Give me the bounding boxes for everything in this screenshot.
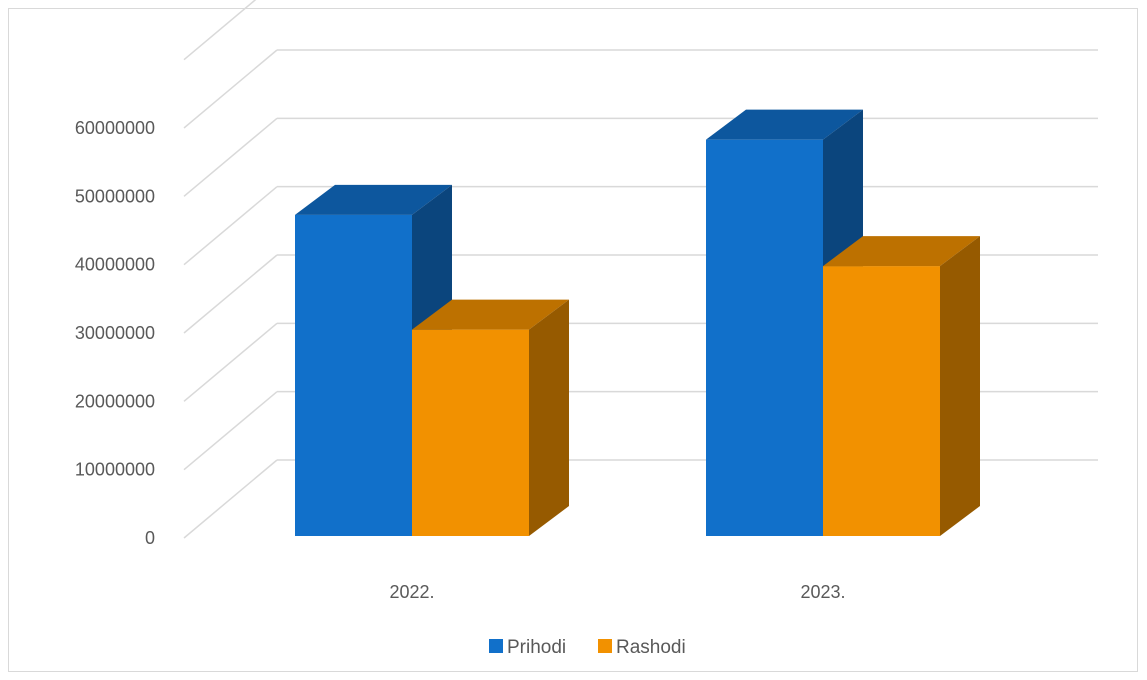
x-tick-label: 2022. (389, 582, 434, 602)
legend: Prihodi Rashodi (489, 637, 686, 658)
bar-prihodi-2023 (706, 139, 823, 536)
legend-label-prihodi: Prihodi (507, 637, 566, 658)
legend-swatch-rashodi (598, 639, 612, 653)
y-tick-label: 40000000 (75, 255, 155, 275)
y-tick-label: 60000000 (75, 118, 155, 138)
legend-label-rashodi: Rashodi (616, 637, 686, 658)
gridline-diagonal (183, 459, 278, 539)
bar-top-rashodi-2022 (412, 299, 569, 330)
bar-top-prihodi-2023 (706, 109, 863, 140)
bar-layer (295, 109, 980, 537)
bar-rashodi-2022 (412, 329, 529, 536)
gridline-diagonal (183, 49, 278, 129)
bar-side-rashodi-2023 (940, 236, 980, 537)
y-tick-label: 50000000 (75, 186, 155, 206)
y-tick-label: 20000000 (75, 391, 155, 411)
y-tick-label: 30000000 (75, 323, 155, 343)
bar-prihodi-2022 (295, 214, 412, 537)
bar-rashodi-2023 (823, 266, 940, 536)
y-tick-label: 10000000 (75, 460, 155, 480)
bar-top-prihodi-2022 (295, 184, 452, 215)
y-tick-label: 0 (145, 528, 155, 548)
bar-side-rashodi-2022 (529, 299, 569, 536)
x-tick-label: 2023. (800, 582, 845, 602)
gridline-diagonal (183, 186, 278, 266)
gridline-diagonal (183, 254, 278, 334)
gridline-diagonal (183, 0, 257, 61)
gridline-diagonal (183, 322, 278, 402)
legend-swatch-prihodi (489, 639, 503, 653)
y-axis-ticks: 0 10000000 20000000 30000000 40000000 5000000… (75, 118, 155, 548)
bar-top-rashodi-2023 (823, 236, 980, 267)
gridline-diagonal (183, 117, 278, 197)
x-axis-ticks: 2022. 2023. (389, 582, 845, 602)
gridline-diagonal (183, 391, 278, 471)
